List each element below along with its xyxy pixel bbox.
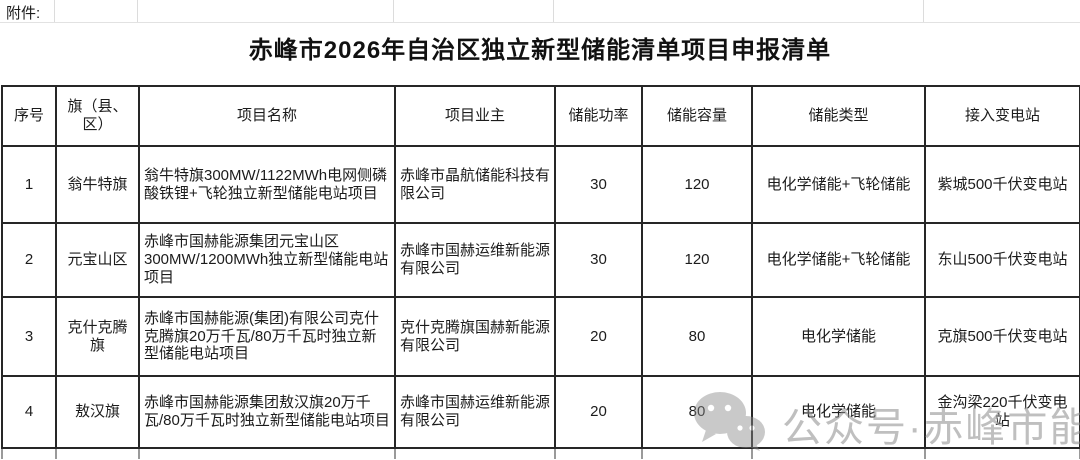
cell-district: 翁牛特旗: [55, 145, 140, 224]
col-header-owner: 项目业主: [394, 85, 556, 147]
cell-project-name: 翁牛特旗300MW/1122MWh电网侧磷酸铁锂+飞轮独立新型储能电站项目: [138, 145, 396, 224]
cell-district: 克什克腾旗: [55, 296, 140, 377]
cell-seq: 4: [1, 375, 57, 449]
col-header-district: 旗（县、区）: [55, 85, 140, 147]
projects-table: 序号 旗（县、区） 项目名称 项目业主 储能功率 储能容量 储能类型 接入变电站…: [1, 85, 1080, 459]
grid-line: [0, 22, 1080, 23]
cell-storage-type: 电化学储能: [751, 296, 926, 377]
table-row: 4 敖汉旗 赤峰市国赫能源集团敖汉旗20万千瓦/80万千瓦时独立新型储能电站项目…: [1, 375, 1080, 449]
cell-district: 敖汉旗: [55, 375, 140, 449]
table-row: 2 元宝山区 赤峰市国赫能源集团元宝山区300MW/1200MWh独立新型储能电…: [1, 222, 1080, 298]
cell-capacity: 120: [641, 145, 753, 224]
col-header-type: 储能类型: [751, 85, 926, 147]
table-row: 3 克什克腾旗 赤峰市国赫能源(集团)有限公司克什克腾旗20万千瓦/80万千瓦时…: [1, 296, 1080, 377]
grid-line: [54, 0, 55, 22]
cell-owner: 赤峰市国赫运维新能源有限公司: [394, 375, 556, 449]
spreadsheet-top-strip: 附件:: [0, 0, 1080, 23]
cell-owner: 克什克腾旗国赫新能源有限公司: [394, 296, 556, 377]
col-header-seq: 序号: [1, 85, 57, 147]
grid-line: [137, 0, 138, 22]
grid-line: [553, 0, 554, 22]
cell-substation: 东山500千伏变电站: [924, 222, 1080, 298]
table-row: 1 翁牛特旗 翁牛特旗300MW/1122MWh电网侧磷酸铁锂+飞轮独立新型储能…: [1, 145, 1080, 224]
table-header-row: 序号 旗（县、区） 项目名称 项目业主 储能功率 储能容量 储能类型 接入变电站: [1, 85, 1080, 147]
cell-substation: 紫城500千伏变电站: [924, 145, 1080, 224]
grid-line: [393, 0, 394, 22]
col-header-power: 储能功率: [554, 85, 643, 147]
cell-substation: 克旗500千伏变电站: [924, 296, 1080, 377]
col-header-substation: 接入变电站: [924, 85, 1080, 147]
table-row-partial: [1, 447, 1080, 459]
cell-power: 30: [554, 145, 643, 224]
cell-owner: 赤峰市晶航储能科技有限公司: [394, 145, 556, 224]
cell-power: 30: [554, 222, 643, 298]
cell-power: 20: [554, 375, 643, 449]
cell-substation: 金沟梁220千伏变电站: [924, 375, 1080, 449]
cell-seq: 3: [1, 296, 57, 377]
cell-seq: 1: [1, 145, 57, 224]
cell-storage-type: 电化学储能: [751, 375, 926, 449]
cell-storage-type: 电化学储能+飞轮储能: [751, 145, 926, 224]
cell-project-name: 赤峰市国赫能源集团敖汉旗20万千瓦/80万千瓦时独立新型储能电站项目: [138, 375, 396, 449]
cell-capacity: 120: [641, 222, 753, 298]
page-title: 赤峰市2026年自治区独立新型储能清单项目申报清单: [248, 37, 832, 64]
cell-project-name: 赤峰市国赫能源(集团)有限公司克什克腾旗20万千瓦/80万千瓦时独立新型储能电站…: [138, 296, 396, 377]
col-header-project: 项目名称: [138, 85, 396, 147]
attachment-label: 附件:: [6, 5, 41, 22]
cell-owner: 赤峰市国赫运维新能源有限公司: [394, 222, 556, 298]
cell-power: 20: [554, 296, 643, 377]
cell-seq: 2: [1, 222, 57, 298]
cell-capacity: 80: [641, 375, 753, 449]
cell-capacity: 80: [641, 296, 753, 377]
cell-project-name: 赤峰市国赫能源集团元宝山区300MW/1200MWh独立新型储能电站项目: [138, 222, 396, 298]
grid-line: [923, 0, 924, 22]
cell-district: 元宝山区: [55, 222, 140, 298]
col-header-capacity: 储能容量: [641, 85, 753, 147]
cell-storage-type: 电化学储能+飞轮储能: [751, 222, 926, 298]
